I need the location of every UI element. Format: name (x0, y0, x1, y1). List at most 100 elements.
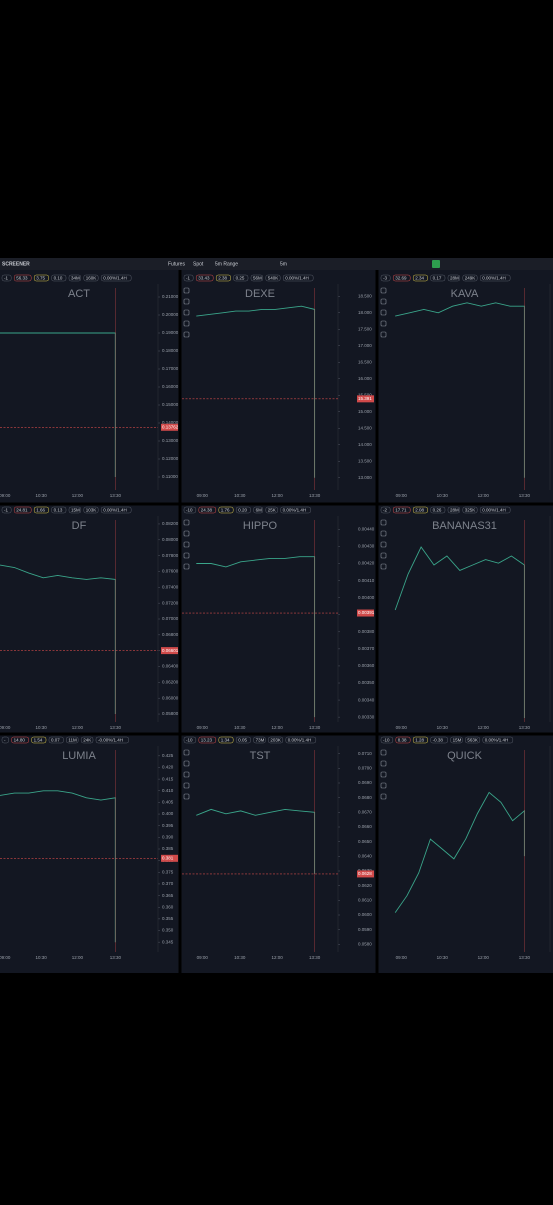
y-tick-label: 0.18000 (162, 348, 179, 353)
y-tick-label: 17.000 (358, 343, 372, 348)
drawing-tool[interactable] (183, 782, 190, 789)
badge-text: 14.80 (14, 737, 26, 742)
spot-tab[interactable]: Spot (193, 261, 204, 267)
badge-text: 1.28 (415, 737, 424, 742)
badge (479, 274, 511, 282)
drawing-tool[interactable] (183, 519, 190, 526)
y-tick-label: 14.000 (358, 442, 372, 447)
y-tick-label: 0.08200 (162, 521, 179, 526)
price-label: 0.06601 (162, 648, 179, 653)
ticker-title: DEXE (245, 288, 275, 300)
badge-text: 2.34 (415, 275, 424, 280)
y-tick-label: 17.500 (358, 326, 372, 331)
badge (462, 274, 478, 282)
x-tick-label: 10:30 (35, 725, 47, 730)
badge (412, 274, 428, 282)
badge (51, 274, 67, 282)
x-tick-label: 10:30 (234, 493, 246, 498)
drawing-tool[interactable] (380, 760, 387, 767)
drawing-tool[interactable] (183, 793, 190, 800)
drawing-tool[interactable] (380, 749, 387, 756)
drawing-tool[interactable] (380, 782, 387, 789)
y-tick-label: 0.390 (162, 835, 174, 840)
y-tick-label: 0.0690 (358, 780, 372, 785)
badge-text: 103K (86, 507, 97, 512)
drawing-tool[interactable] (183, 563, 190, 570)
badge (395, 736, 411, 744)
toolbar (0, 258, 553, 270)
drawing-tool[interactable] (380, 563, 387, 570)
badge-text: -10 (186, 507, 193, 512)
badge-text: 32.69 (395, 275, 407, 280)
badge-text: 24K (83, 737, 91, 742)
drawing-tool[interactable] (380, 320, 387, 327)
x-tick-label: 13:30 (309, 725, 321, 730)
badge (13, 506, 32, 514)
drawing-tool[interactable] (380, 541, 387, 548)
drawing-tool[interactable] (183, 530, 190, 537)
y-tick-label: 0.0580 (358, 942, 372, 947)
badge-text: - (4, 737, 6, 742)
badge (11, 736, 29, 744)
y-tick-label: 0.0610 (358, 898, 372, 903)
drawing-tool[interactable] (380, 793, 387, 800)
ticker-title: LUMIA (62, 750, 96, 762)
y-tick-label: 0.0680 (358, 795, 372, 800)
drawing-tool[interactable] (380, 309, 387, 316)
x-tick-label: 10:30 (437, 725, 449, 730)
drawing-tool[interactable] (183, 749, 190, 756)
x-tick-label: 13:30 (309, 955, 321, 960)
y-tick-label: 15.500 (358, 392, 372, 397)
y-tick-label: 0.07000 (162, 616, 179, 621)
badge-text: 0.20 (238, 507, 247, 512)
y-tick-label: 0.00400 (358, 595, 375, 600)
x-tick-label: 13:30 (110, 955, 122, 960)
drawing-tool[interactable] (380, 287, 387, 294)
ticker-title: DF (72, 520, 87, 532)
y-tick-label: 0.06000 (162, 695, 179, 700)
badge-text: 6M (256, 507, 263, 512)
interval-select[interactable]: 5m (280, 261, 287, 267)
drawing-tool[interactable] (183, 771, 190, 778)
badge-text: 13.23 (201, 737, 213, 742)
market-tab[interactable]: Futures (168, 261, 185, 267)
badge (285, 736, 317, 744)
drawing-tool[interactable] (183, 320, 190, 327)
drawing-tool[interactable] (183, 309, 190, 316)
drawing-tool[interactable] (183, 541, 190, 548)
drawing-tool[interactable] (380, 331, 387, 338)
toolbar-button[interactable] (432, 260, 440, 268)
drawing-tool[interactable] (380, 298, 387, 305)
price-label: 0.00391 (358, 610, 375, 615)
drawing-tool[interactable] (183, 331, 190, 338)
y-tick-label: 0.00430 (358, 544, 375, 549)
y-tick-label: 13.000 (358, 475, 372, 480)
y-tick-label: 0.0710 (358, 751, 372, 756)
drawing-tool[interactable] (183, 287, 190, 294)
ticker-title: BANANAS31 (432, 520, 497, 532)
drawing-tool[interactable] (380, 552, 387, 559)
x-tick-label: 09:00 (0, 725, 11, 730)
badge-text: 15M (71, 507, 80, 512)
mode-select[interactable]: 5m Range (215, 261, 238, 267)
y-tick-label: 13.500 (358, 458, 372, 463)
price-badge (161, 423, 178, 431)
price-series (394, 791, 525, 913)
badge-text: 15M (453, 737, 462, 742)
badge-text: 1.34 (221, 737, 230, 742)
drawing-tool[interactable] (380, 771, 387, 778)
x-tick-label: 13:30 (519, 725, 531, 730)
badge-text: 0.17 (433, 275, 442, 280)
drawing-tool[interactable] (183, 298, 190, 305)
badge-text: 28M (450, 275, 459, 280)
y-tick-label: 0.00420 (358, 561, 375, 566)
badge (235, 736, 251, 744)
drawing-tool[interactable] (380, 519, 387, 526)
badge-text: -0.38 (433, 737, 444, 742)
y-tick-label: 0.00380 (358, 629, 375, 634)
x-tick-label: 13:30 (309, 493, 321, 498)
badge-text: 325K (465, 507, 476, 512)
drawing-tool[interactable] (183, 552, 190, 559)
drawing-tool[interactable] (183, 760, 190, 767)
drawing-tool[interactable] (380, 530, 387, 537)
